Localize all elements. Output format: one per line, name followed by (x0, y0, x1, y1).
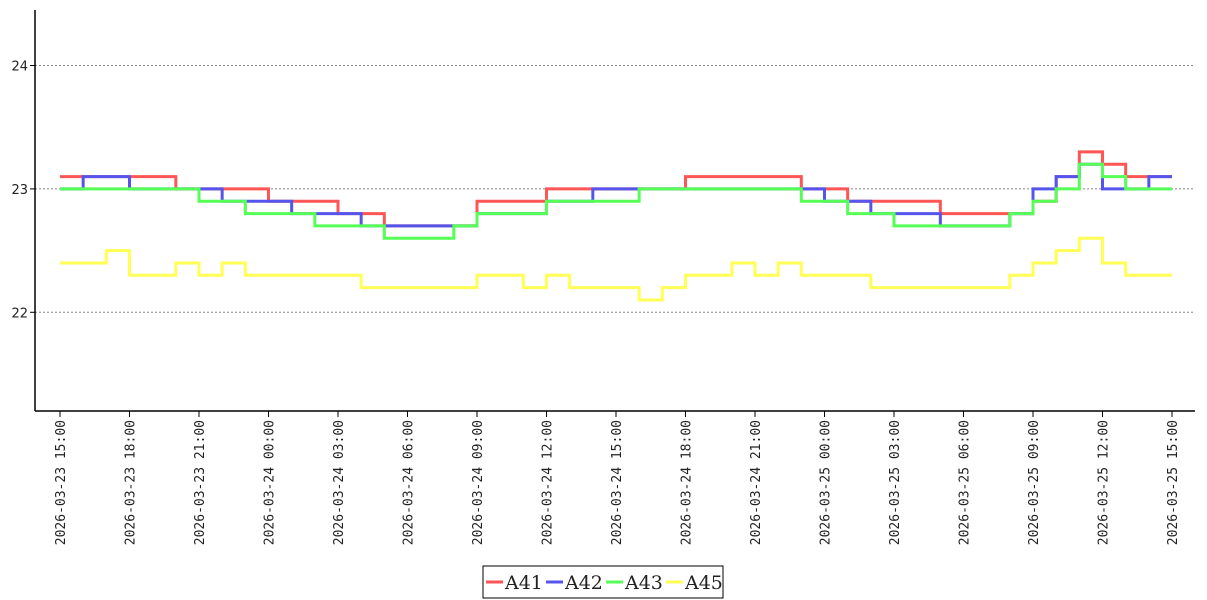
x-tick-label: 2026-03-24 03:00 (332, 420, 347, 545)
series-line-a42 (60, 162, 1172, 228)
y-tick-label: 22 (11, 306, 28, 321)
legend-label-a43: A43 (624, 572, 663, 594)
x-tick-label: 2026-03-24 21:00 (749, 420, 764, 545)
x-tick-label: 2026-03-23 21:00 (193, 420, 208, 545)
y-tick-labels: 22 23 24 (11, 60, 35, 321)
legend-label-a41: A41 (504, 572, 543, 594)
x-tick-label: 2026-03-23 15:00 (54, 420, 69, 545)
x-tick-label: 2026-03-24 18:00 (680, 420, 695, 545)
x-tick-label: 2026-03-24 09:00 (471, 420, 486, 545)
series-line-a43 (60, 162, 1172, 240)
y-tick-label: 24 (11, 60, 28, 75)
x-tick-label: 2026-03-24 12:00 (541, 420, 556, 545)
x-tick-label: 2026-03-25 03:00 (888, 420, 903, 545)
x-tick-label: 2026-03-23 18:00 (124, 420, 139, 545)
x-tick-label: 2026-03-25 12:00 (1097, 420, 1112, 545)
x-tick-labels: 2026-03-23 15:00 2026-03-23 18:00 2026-03-… (54, 411, 1181, 545)
x-tick-label: 2026-03-24 06:00 (402, 420, 417, 545)
x-tick-label: 2026-03-25 06:00 (958, 420, 973, 545)
legend-label-a42: A42 (564, 572, 603, 594)
x-tick-label: 2026-03-24 15:00 (610, 420, 625, 545)
x-tick-label: 2026-03-25 00:00 (819, 420, 834, 545)
legend-label-a45: A45 (684, 572, 723, 594)
x-tick-label: 2026-03-25 15:00 (1166, 420, 1181, 545)
x-tick-label: 2026-03-25 09:00 (1027, 420, 1042, 545)
x-tick-label: 2026-03-24 00:00 (263, 420, 278, 545)
series-line-a45 (60, 236, 1172, 302)
y-tick-label: 23 (11, 183, 28, 198)
series-lines (60, 150, 1172, 302)
legend: A41 A42 A43 A45 (482, 565, 724, 599)
